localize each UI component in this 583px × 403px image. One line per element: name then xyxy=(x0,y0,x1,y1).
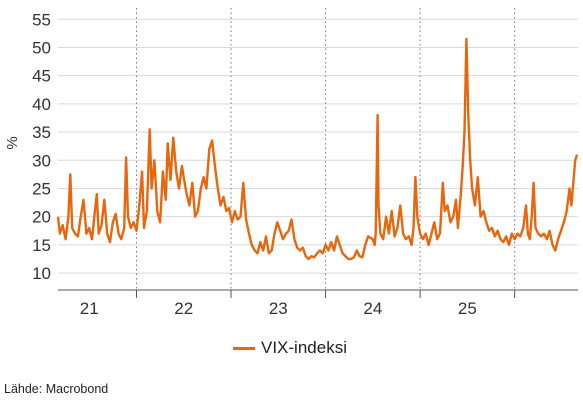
y-tick-label-10: 10 xyxy=(32,264,51,283)
y-tick-label-20: 20 xyxy=(32,208,51,227)
x-tick-label-24: 24 xyxy=(363,299,382,318)
x-tick-label-25: 25 xyxy=(458,299,477,318)
grid-lines xyxy=(58,18,578,291)
source-note: Lähde: Macrobond xyxy=(4,382,109,396)
y-tick-label-30: 30 xyxy=(32,151,51,170)
y-tick-label-25: 25 xyxy=(32,179,51,198)
x-tick-label-22: 22 xyxy=(174,299,193,318)
y-axis-label: % xyxy=(4,136,21,149)
y-tick-label-35: 35 xyxy=(32,123,51,142)
y-axis: 10 15 20 25 30 35 40 45 50 55 xyxy=(32,10,51,283)
vix-line-chart: 10 15 20 25 30 35 40 45 50 55 21 22 23 24 25 % xyxy=(4,8,579,318)
y-tick-label-40: 40 xyxy=(32,95,51,114)
year-dividers xyxy=(135,8,516,298)
legend-swatch xyxy=(233,346,255,350)
y-tick-label-50: 50 xyxy=(32,38,51,57)
legend: VIX-indeksi xyxy=(233,338,347,358)
y-tick-label-55: 55 xyxy=(32,10,51,29)
series-line-vix xyxy=(56,37,579,261)
x-tick-label-21: 21 xyxy=(80,299,99,318)
x-axis: 21 22 23 24 25 xyxy=(80,299,477,318)
legend-label: VIX-indeksi xyxy=(261,338,347,357)
y-tick-label-15: 15 xyxy=(32,236,51,255)
x-tick-label-23: 23 xyxy=(269,299,288,318)
y-tick-label-45: 45 xyxy=(32,67,51,86)
